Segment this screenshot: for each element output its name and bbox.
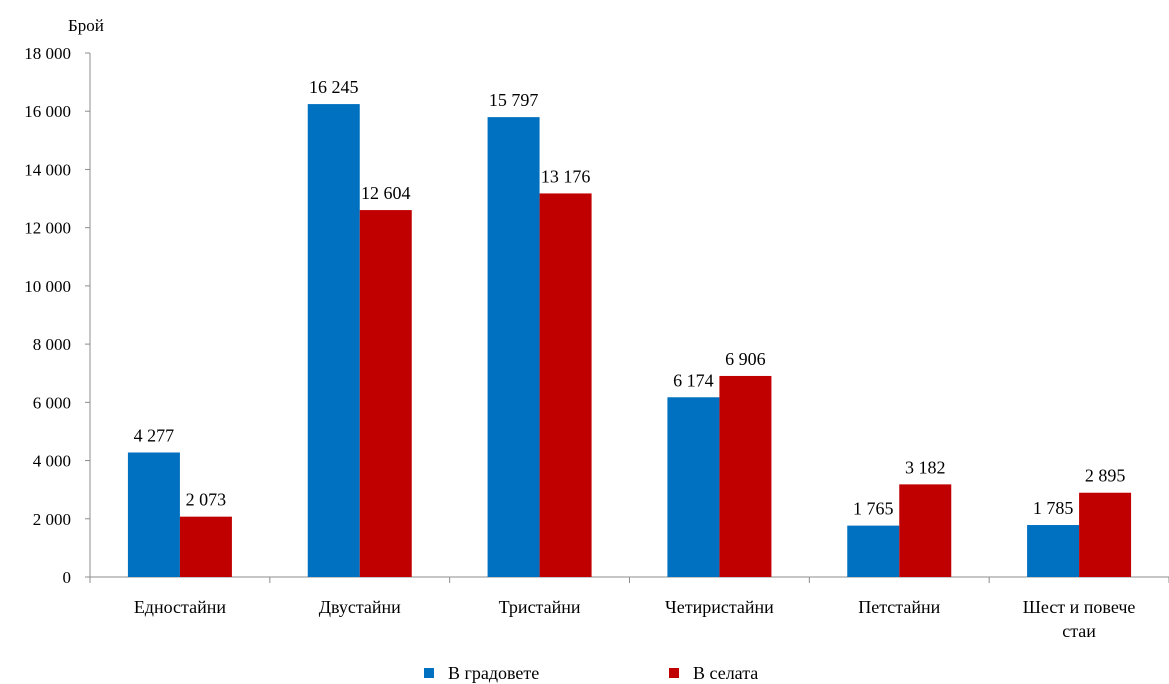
x-tick-label: Петстайни: [858, 597, 940, 617]
data-label: 4 277: [134, 425, 175, 445]
x-tick-label: Едностайни: [134, 597, 227, 617]
y-tick-label: 18 000: [24, 44, 71, 63]
data-label: 16 245: [309, 77, 359, 97]
legend: В градовете В селата: [424, 663, 758, 683]
data-label: 6 906: [725, 349, 766, 369]
bar-cities: [667, 397, 719, 577]
bar-villages: [540, 193, 592, 577]
data-label: 1 785: [1033, 498, 1074, 518]
bar-villages: [719, 376, 771, 577]
y-tick-label: 16 000: [24, 102, 71, 121]
y-axis-title: Брой: [68, 16, 104, 35]
x-tick-label: Тристайни: [499, 597, 581, 617]
y-tick-label: 2 000: [33, 510, 71, 529]
y-tick-label: 14 000: [24, 160, 71, 179]
bar-villages: [360, 210, 412, 577]
data-label: 1 765: [853, 499, 894, 519]
y-tick-label: 10 000: [24, 277, 71, 296]
data-label: 6 174: [673, 370, 714, 390]
y-tick-label: 12 000: [24, 219, 71, 238]
data-label: 12 604: [361, 183, 411, 203]
x-tick-label: Шест и повече: [1023, 597, 1136, 617]
y-tick-label: 6 000: [33, 393, 71, 412]
bar-villages: [180, 517, 232, 577]
bar-villages: [899, 484, 951, 577]
y-tick-label: 8 000: [33, 335, 71, 354]
x-tick-label: Двустайни: [319, 597, 401, 617]
bar-cities: [128, 452, 180, 577]
data-label: 13 176: [541, 166, 591, 186]
data-label: 15 797: [489, 90, 539, 110]
y-tick-label: 4 000: [33, 452, 71, 471]
bar-cities: [1027, 525, 1079, 577]
data-label: 2 895: [1085, 466, 1126, 486]
data-label: 2 073: [186, 490, 227, 510]
plot-area: 0 2 000 4 000 6 000 8 000 10 000 12 000 14 000 1…: [24, 44, 1169, 641]
legend-swatch: [669, 668, 679, 678]
bar-villages: [1079, 493, 1131, 577]
legend-label: В селата: [693, 663, 758, 683]
legend-swatch: [424, 668, 434, 678]
bar-cities: [488, 117, 540, 577]
bar-cities: [308, 104, 360, 577]
x-tick-label: Четиристайни: [665, 597, 774, 617]
bar-cities: [847, 526, 899, 577]
data-label: 3 182: [905, 457, 946, 477]
y-tick-label: 0: [63, 568, 72, 587]
legend-label: В градовете: [448, 663, 539, 683]
x-tick-label: стаи: [1062, 621, 1096, 641]
